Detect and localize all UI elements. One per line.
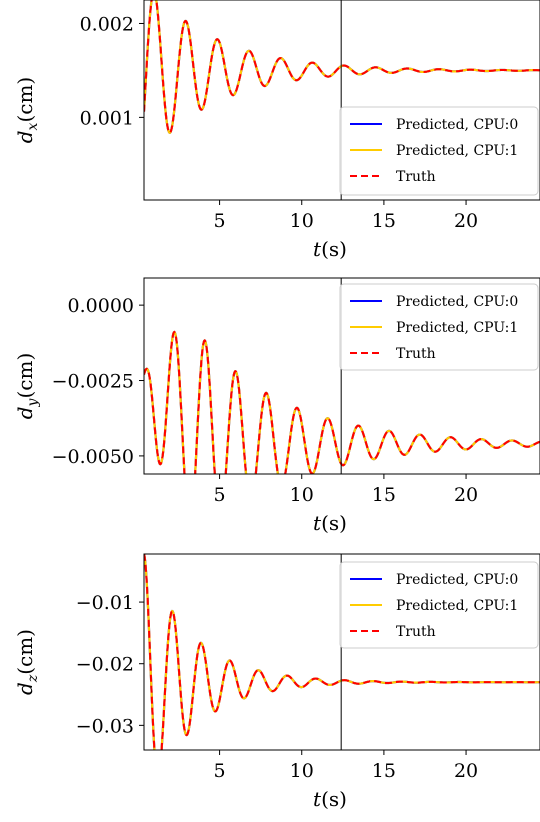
x-tick-label: 10 bbox=[290, 760, 314, 782]
legend-label: Truth bbox=[396, 169, 436, 185]
axes-frame bbox=[143, 0, 540, 201]
series-line-truth bbox=[144, 0, 540, 134]
x-tick-label: 5 bbox=[214, 210, 226, 232]
legend-label: Predicted, CPU:1 bbox=[396, 598, 518, 614]
y-tick-label: −0.01 bbox=[76, 592, 134, 614]
legend-label: Predicted, CPU:0 bbox=[396, 294, 518, 310]
legend-label: Predicted, CPU:0 bbox=[396, 572, 518, 588]
chart-dy: 5 10 15 20 0.0000 −0.0025 −0.0050 t(s) dy(cm) Pre… bbox=[13, 277, 540, 535]
axes-frame bbox=[143, 553, 540, 751]
y-tick-label: 0.002 bbox=[80, 13, 134, 35]
x-tick-label: 20 bbox=[454, 210, 478, 232]
y-axis-label: dz(cm) bbox=[13, 629, 41, 695]
legend-label: Predicted, CPU:0 bbox=[396, 117, 518, 133]
axes-frame bbox=[143, 277, 540, 475]
y-tick-label: −0.03 bbox=[76, 715, 134, 737]
y-axis-label: dx(cm) bbox=[13, 77, 41, 144]
x-tick-label: 5 bbox=[214, 760, 226, 782]
y-tick-label: 0.001 bbox=[80, 107, 134, 129]
legend-box bbox=[339, 561, 539, 649]
legend-label: Predicted, CPU:1 bbox=[396, 320, 518, 336]
x-tick-label: 15 bbox=[372, 210, 396, 232]
x-tick-label: 10 bbox=[290, 210, 314, 232]
y-tick-label: 0.0000 bbox=[68, 295, 134, 317]
series-line-truth bbox=[144, 554, 540, 750]
x-tick-label: 10 bbox=[290, 484, 314, 506]
legend-box bbox=[339, 283, 539, 371]
legend-box bbox=[339, 106, 539, 196]
y-tick-label: −0.0025 bbox=[52, 371, 134, 393]
legend-label: Predicted, CPU:1 bbox=[396, 143, 518, 159]
x-axis-label: t(s) bbox=[313, 237, 347, 261]
legend: Predicted, CPU:0 Predicted, CPU:1 Truth bbox=[339, 106, 539, 196]
y-axis-label: dy(cm) bbox=[13, 353, 41, 420]
x-tick-label: 5 bbox=[214, 484, 226, 506]
legend-label: Truth bbox=[396, 346, 436, 362]
x-tick-label: 20 bbox=[454, 760, 478, 782]
x-tick-label: 20 bbox=[454, 484, 478, 506]
chart-dx: 5 10 15 20 0.001 0.002 t(s) dx(cm) Predicted, CP… bbox=[13, 0, 540, 261]
x-tick-label: 15 bbox=[372, 484, 396, 506]
legend-label: Truth bbox=[396, 624, 436, 640]
chart-dz: 5 10 15 20 −0.01 −0.02 −0.03 t(s) dz(cm) Predicte… bbox=[13, 553, 540, 811]
y-tick-label: −0.02 bbox=[76, 654, 134, 676]
x-axis-label: t(s) bbox=[313, 511, 347, 535]
y-tick-label: −0.0050 bbox=[52, 446, 134, 468]
x-axis-label: t(s) bbox=[313, 787, 347, 811]
series-line-truth bbox=[144, 330, 540, 474]
x-tick-label: 15 bbox=[372, 760, 396, 782]
legend: Predicted, CPU:0 Predicted, CPU:1 Truth bbox=[339, 561, 539, 649]
legend: Predicted, CPU:0 Predicted, CPU:1 Truth bbox=[339, 283, 539, 371]
